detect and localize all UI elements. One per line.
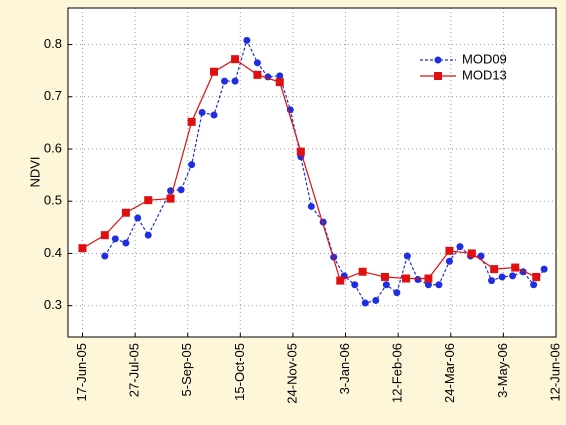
marker	[424, 274, 433, 283]
marker	[393, 289, 401, 297]
marker	[414, 276, 422, 284]
marker	[78, 244, 87, 253]
marker	[403, 252, 411, 260]
marker	[101, 252, 109, 260]
x-tick-label: 3-Jan-06	[337, 343, 352, 394]
marker	[467, 249, 476, 258]
marker	[144, 231, 152, 239]
marker	[402, 274, 411, 283]
marker	[121, 208, 130, 217]
marker	[134, 214, 142, 222]
marker	[382, 281, 390, 289]
marker	[361, 299, 369, 307]
x-tick-label: 24-Mar-06	[442, 343, 457, 403]
marker	[456, 243, 464, 251]
marker	[188, 161, 196, 169]
plot-border	[67, 7, 557, 338]
marker	[424, 281, 432, 289]
plot-area	[68, 8, 556, 337]
legend-marker	[434, 72, 442, 80]
marker	[275, 78, 284, 87]
y-tick-label: 0.4	[44, 245, 62, 260]
marker	[100, 231, 109, 240]
marker	[477, 252, 485, 260]
x-tick-label: 12-Jun-06	[547, 343, 562, 402]
legend-label: MOD09	[462, 51, 507, 66]
legend-label: MOD13	[462, 67, 507, 82]
marker	[488, 277, 496, 285]
marker	[253, 70, 262, 79]
x-tick-label: 12-Feb-06	[390, 343, 405, 403]
x-tick-label: 15-Oct-05	[232, 343, 247, 401]
marker	[144, 196, 153, 205]
marker	[540, 265, 548, 273]
legend-marker	[434, 56, 442, 64]
y-tick-label: 0.6	[44, 140, 62, 155]
marker	[111, 235, 119, 243]
marker	[198, 108, 206, 116]
marker	[530, 281, 538, 289]
y-tick-label: 0.5	[44, 193, 62, 208]
y-tick-label: 0.7	[44, 88, 62, 103]
marker	[351, 281, 359, 289]
marker	[307, 202, 315, 210]
marker	[358, 267, 367, 276]
x-tick-label: 27-Jul-05	[127, 343, 142, 397]
marker	[210, 111, 218, 119]
marker	[253, 59, 261, 67]
marker	[532, 272, 541, 281]
marker	[187, 117, 196, 126]
y-tick-label: 0.8	[44, 36, 62, 51]
x-tick-label: 24-Nov-05	[284, 343, 299, 404]
marker	[498, 273, 506, 281]
marker	[243, 36, 251, 44]
y-tick-label: 0.3	[44, 297, 62, 312]
marker	[445, 257, 453, 265]
marker	[210, 67, 219, 76]
y-axis-label: NDVI	[27, 156, 42, 187]
marker	[509, 272, 517, 280]
marker	[276, 72, 284, 80]
marker	[231, 55, 240, 64]
marker	[445, 246, 454, 255]
x-tick-label: 17-Jun-05	[74, 343, 89, 402]
marker	[166, 194, 175, 203]
marker	[435, 281, 443, 289]
marker	[221, 77, 229, 85]
marker	[511, 263, 520, 272]
marker	[490, 265, 499, 274]
marker	[372, 296, 380, 304]
marker	[177, 186, 185, 194]
marker	[296, 147, 305, 156]
marker	[122, 239, 130, 247]
marker	[231, 77, 239, 85]
x-tick-label: 3-May-06	[495, 343, 510, 398]
marker	[336, 276, 345, 285]
x-tick-label: 5-Sep-05	[179, 343, 194, 396]
marker	[381, 272, 390, 281]
